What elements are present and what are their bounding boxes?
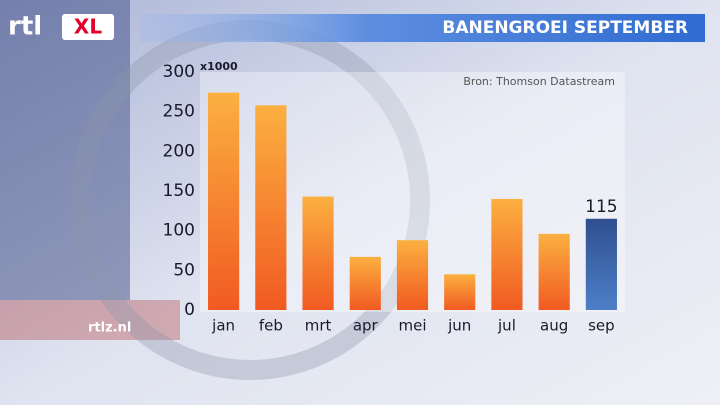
value-label: 115 [585,197,617,217]
bar [349,256,381,310]
y-tick-label: 250 [163,102,195,122]
y-tick-label: 200 [163,141,195,161]
x-tick-label: jul [497,317,516,335]
bar [208,92,240,310]
bar [491,198,523,310]
bar [396,240,429,310]
header-bar [140,14,705,42]
flag-stripe [0,300,180,340]
bar [444,274,476,310]
unit-label: x1000 [200,60,238,73]
logo: rtl [8,12,42,42]
bar [585,218,617,310]
flag [0,0,130,300]
site: rtlz.nl [88,321,131,336]
source: Bron: Thomson Datastream [463,75,615,88]
logo-badge-bg [62,14,114,40]
bar [255,105,287,310]
logo-badge: XL [74,15,102,39]
y-tick-label: 100 [163,221,195,241]
y-tick-label: 300 [163,62,195,82]
x-tick-label: mei [398,317,426,335]
x-tick-label: jan [211,317,235,335]
y-tick-label: 50 [173,260,195,280]
x-tick-label: sep [588,317,615,335]
chart-title: BANENGROEI SEPTEMBER [442,18,688,38]
bar [302,196,334,310]
y-tick-label: 0 [184,300,195,320]
bar [538,233,570,310]
x-tick-label: apr [353,317,379,335]
y-tick-label: 150 [163,181,195,201]
x-tick-label: feb [259,317,283,335]
x-tick-label: aug [540,317,568,335]
x-tick-label: mrt [305,317,332,335]
x-tick-label: jun [447,317,471,335]
